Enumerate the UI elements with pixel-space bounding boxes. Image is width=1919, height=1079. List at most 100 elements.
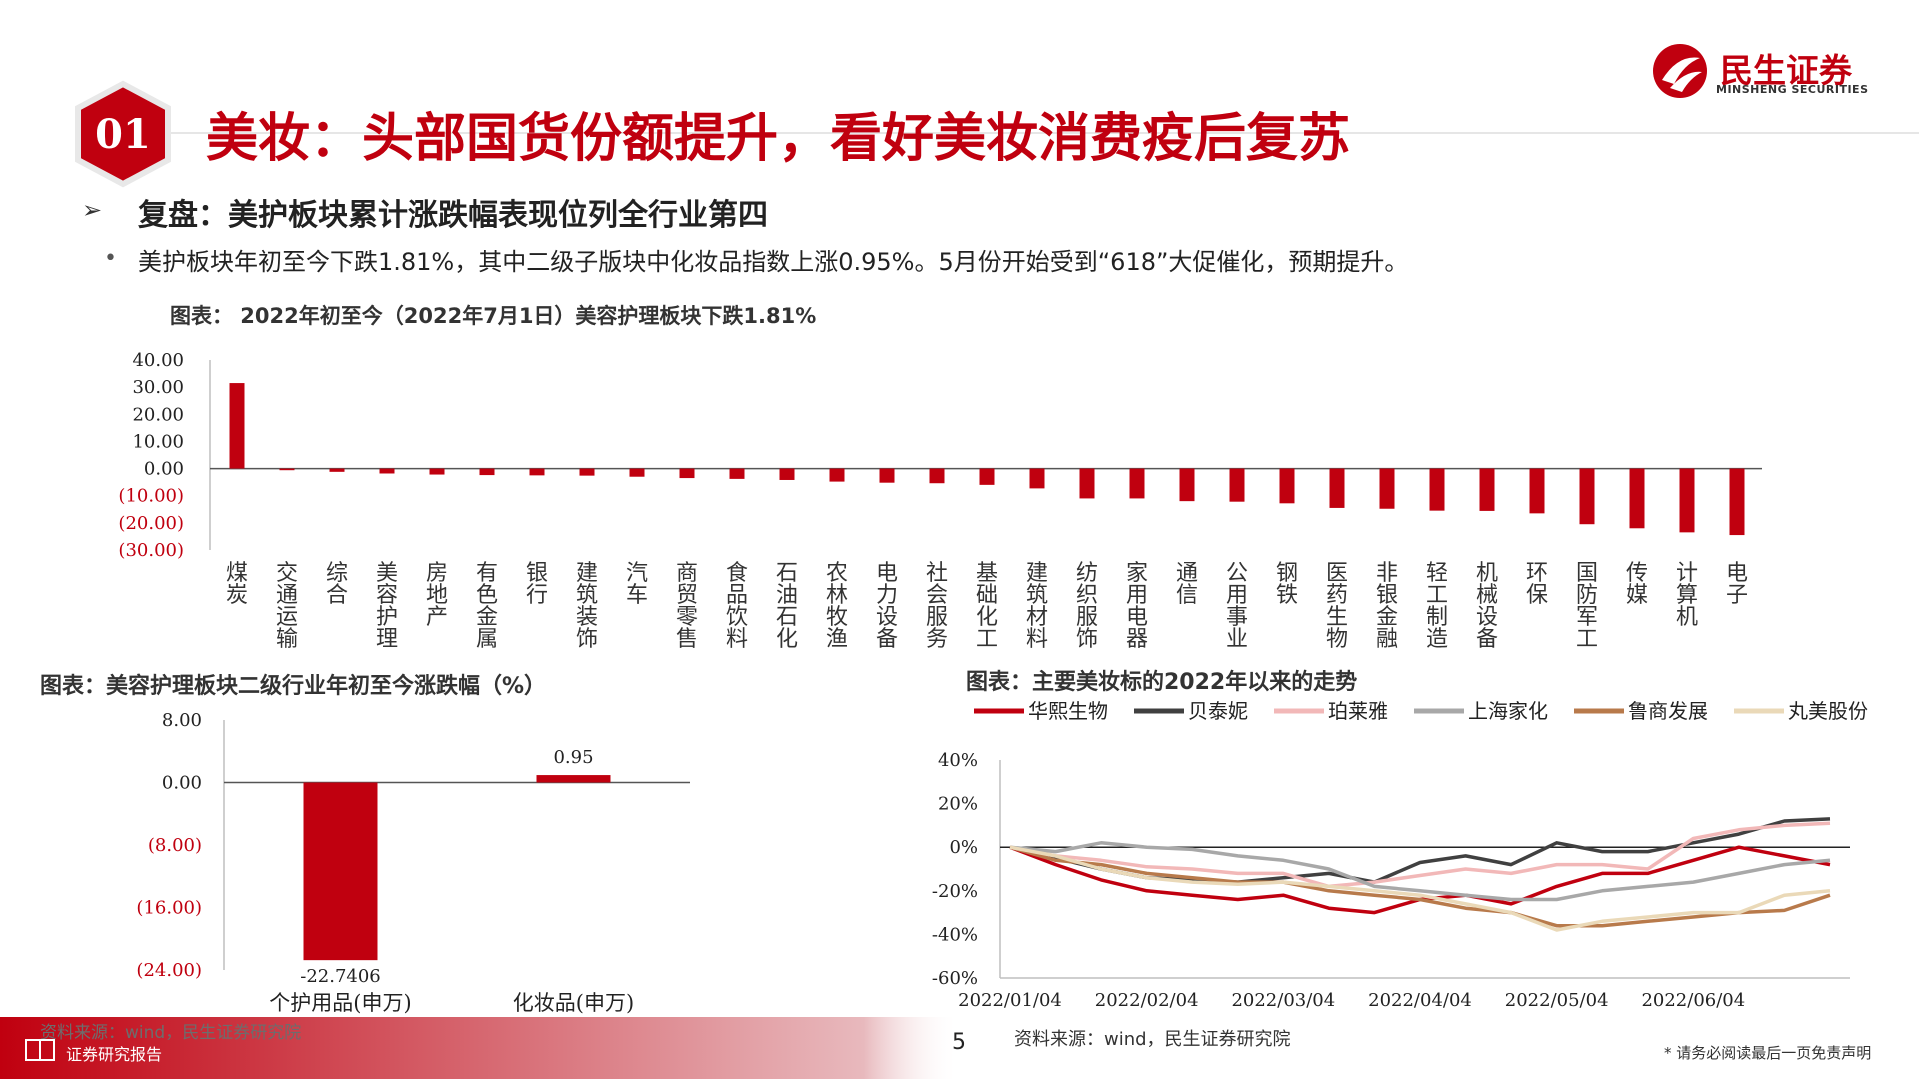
bar (279, 468, 295, 471)
chart1-title: 图表： 2022年初至今（2022年7月1日）美容护理板块下跌1.81% (170, 304, 817, 328)
y-tick-label: -60% (932, 968, 978, 989)
bar (379, 468, 395, 474)
x-tick-label: 食品饮料 (726, 561, 748, 652)
bar (303, 782, 378, 961)
bar (1729, 468, 1745, 536)
book-icon (25, 1039, 55, 1061)
x-tick-label: 农林牧渔 (826, 561, 848, 652)
y-tick-label: 0% (949, 837, 978, 858)
bullet-text: 美护板块年初至今下跌1.81%，其中二级子版块中化妆品指数上涨0.95%。5月份… (138, 248, 1409, 276)
x-tick-label: 商贸零售 (676, 561, 698, 652)
x-tick-label: 石油石化 (776, 561, 798, 652)
bar (529, 468, 545, 476)
x-tick-label: 2022/04/04 (1368, 990, 1472, 1011)
series-line (1009, 817, 1831, 884)
series-line (1009, 845, 1831, 932)
bar (1429, 468, 1445, 511)
bar (679, 468, 695, 479)
x-tick-label: 轻工制造 (1426, 561, 1448, 652)
bar (579, 468, 595, 476)
x-tick-label: 2022/05/04 (1505, 990, 1609, 1011)
x-tick-label: 化妆品(申万) (513, 991, 634, 1015)
x-tick-label: 环保 (1526, 561, 1548, 608)
legend-label: 鲁商发展 (1628, 699, 1708, 723)
y-tick-label: (20.00) (118, 513, 184, 534)
bar (1329, 468, 1345, 508)
footer-disclaimer: * 请务必阅读最后一页免责声明 (1664, 1044, 1872, 1062)
bar (729, 468, 745, 479)
hexagon-badge-icon (75, 80, 171, 188)
x-tick-label: 2022/02/04 (1095, 990, 1199, 1011)
chart3-title: 图表：主要美妆标的2022年以来的走势 (966, 670, 1358, 695)
x-tick-label: 有色金属 (476, 561, 498, 652)
bar (879, 468, 895, 483)
legend-label: 华熙生物 (1028, 699, 1108, 723)
chart2-title: 图表：美容护理板块二级行业年初至今涨跌幅（%） (40, 674, 547, 699)
bar (329, 468, 345, 472)
x-tick-label: 电力设备 (876, 561, 898, 652)
x-tick-label: 医药生物 (1326, 561, 1348, 652)
x-tick-label: 国防军工 (1576, 561, 1598, 652)
x-tick-label: 综合 (326, 561, 348, 608)
x-tick-label: 公用事业 (1226, 561, 1248, 652)
y-tick-label: 0.00 (144, 459, 184, 480)
x-tick-label: 银行 (526, 561, 548, 608)
bar (1279, 468, 1295, 504)
section-number: 01 (95, 110, 151, 158)
bar (1629, 468, 1645, 529)
bar (979, 468, 995, 485)
y-tick-label: (8.00) (148, 835, 202, 856)
y-tick-label: 0.00 (162, 773, 202, 794)
x-tick-label: 电子 (1726, 561, 1748, 608)
footer-bar (0, 1017, 1919, 1079)
x-tick-label: 个护用品(申万) (269, 991, 411, 1015)
legend-label: 上海家化 (1468, 699, 1548, 723)
section-subtitle: 复盘：美护板块累计涨跌幅表现位列全行业第四 (138, 198, 768, 233)
logo-chinese-name: 民生证券 (1720, 51, 1852, 90)
x-tick-label: 房地产 (426, 561, 448, 630)
section-number-badge: 01 (70, 78, 176, 190)
x-tick-label: 纺织服饰 (1076, 561, 1098, 652)
bar (929, 468, 945, 484)
data-label: 0.95 (553, 747, 593, 768)
data-label: -22.7406 (300, 966, 381, 987)
logo-english-name: MINSHENG SECURITIES (1716, 83, 1869, 96)
x-tick-label: 社会服务 (926, 561, 948, 652)
y-tick-label: (16.00) (136, 898, 202, 919)
bar (1029, 468, 1045, 489)
x-tick-label: 建筑装饰 (576, 561, 598, 652)
footer-report-label: 证券研究报告 (66, 1045, 163, 1064)
series-line (1009, 841, 1831, 902)
x-tick-label: 2022/06/04 (1641, 990, 1745, 1011)
bar (536, 775, 611, 783)
x-tick-label: 传媒 (1626, 561, 1648, 608)
bullet-dot-icon: • (104, 246, 117, 271)
x-tick-label: 非银金融 (1376, 561, 1398, 652)
y-tick-label: -40% (932, 924, 978, 945)
x-tick-label: 建筑材料 (1026, 561, 1048, 652)
bar (1229, 468, 1245, 502)
x-tick-label: 汽车 (626, 561, 648, 608)
y-tick-label: (24.00) (136, 960, 202, 981)
arrow-bullet-icon: ➢ (82, 196, 103, 224)
y-tick-label: (30.00) (118, 540, 184, 561)
x-tick-label: 煤炭 (226, 561, 248, 608)
x-tick-label: 家用电器 (1126, 561, 1148, 652)
bar (1479, 468, 1495, 511)
y-tick-label: 40.00 (132, 350, 184, 371)
legend-label: 贝泰妮 (1188, 699, 1248, 723)
legend-label: 珀莱雅 (1328, 699, 1388, 723)
x-tick-label: 2022/03/04 (1231, 990, 1335, 1011)
y-tick-label: (10.00) (118, 486, 184, 507)
stock-trend-line-chart: 华熙生物 贝泰妮 珀莱雅 上海家化 鲁商发展 丸美股份 40% 20% 0% -20% -40% -6… (932, 699, 1868, 1011)
industry-returns-bar-chart: 40.00 30.00 20.00 10.00 0.00 (10.00) (20.00) (3… (118, 350, 1762, 652)
subsector-returns-bar-chart: 8.00 0.00 (8.00) (16.00) (24.00) -22.7406 个护用品… (136, 710, 690, 1015)
bar (829, 468, 845, 482)
x-tick-label: 计算机 (1676, 561, 1698, 630)
footer-source-left: 资料来源：wind，民生证券研究院 (40, 1023, 302, 1043)
x-tick-label: 基础化工 (976, 561, 998, 652)
y-tick-label: 10.00 (132, 431, 184, 452)
bar (629, 468, 645, 477)
y-tick-label: 30.00 (132, 377, 184, 398)
y-tick-label: 40% (938, 750, 978, 771)
